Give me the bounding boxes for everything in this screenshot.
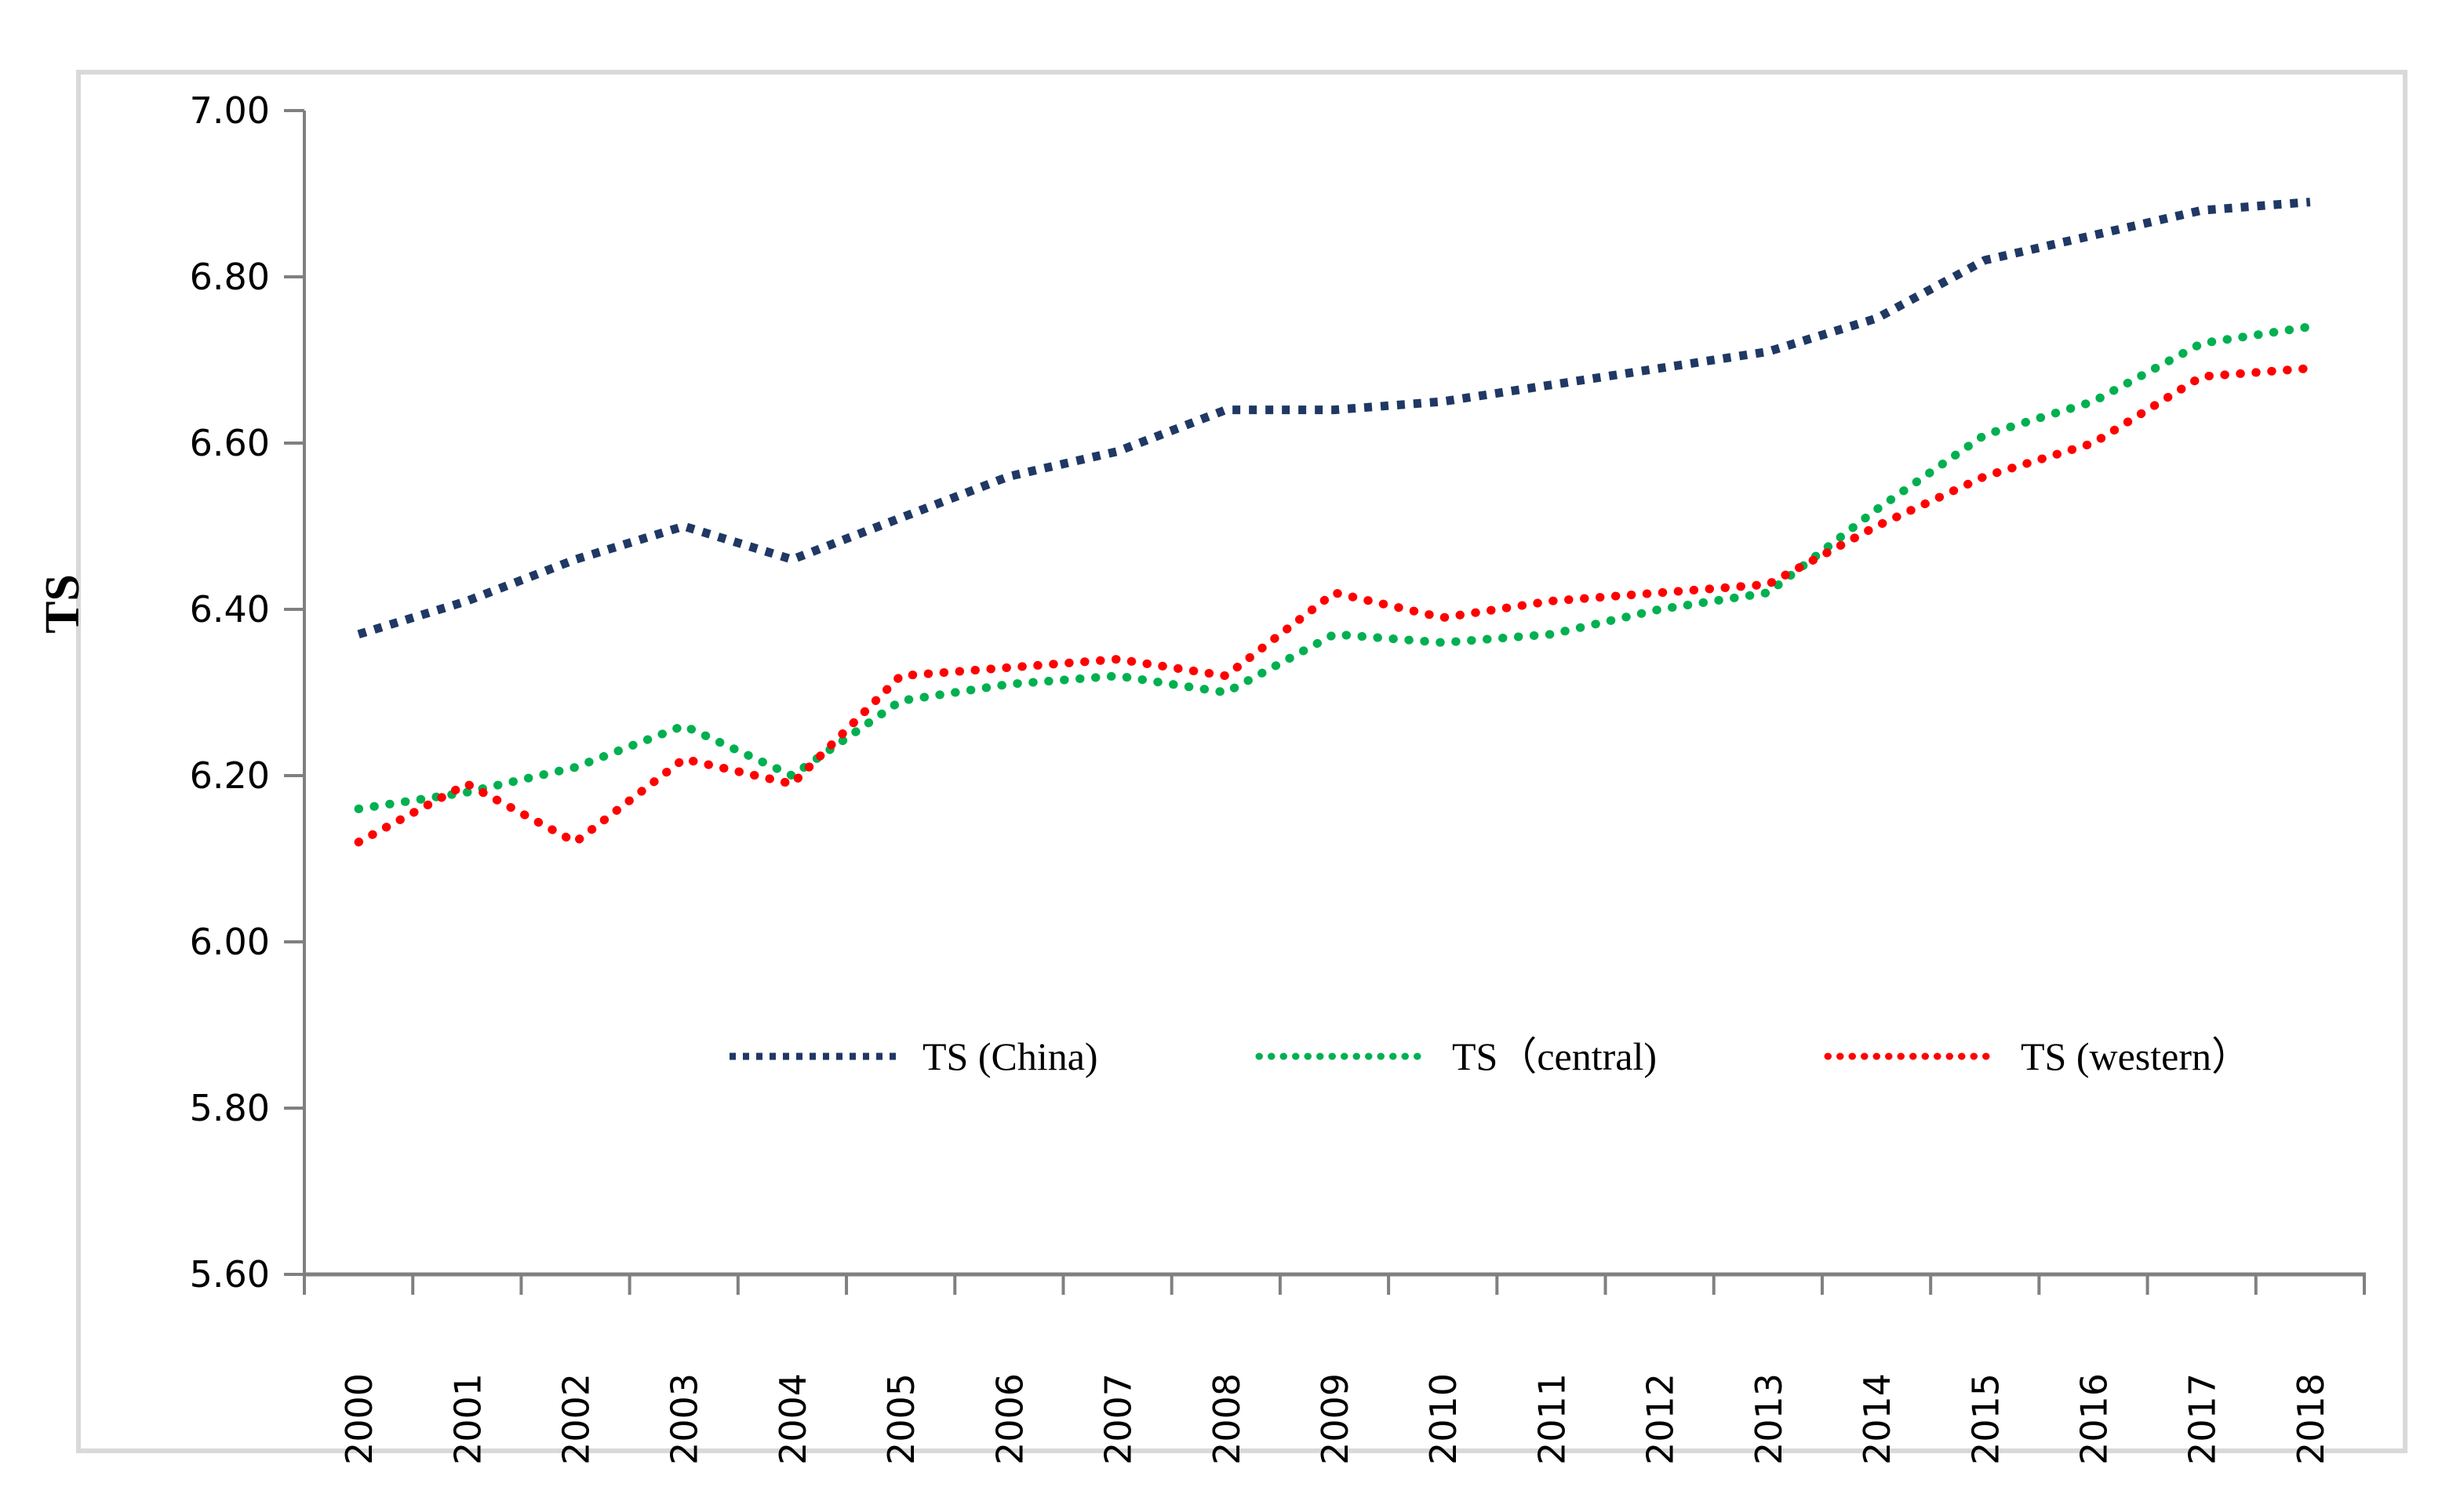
legend-label-1: TS (China) [923,1034,1098,1078]
y-tick-label: 6.00 [190,921,270,963]
y-tick-label: 5.60 [190,1253,270,1296]
series-line-ts-central- [354,322,2315,813]
series-lines [354,198,2315,848]
y-tick-label: 5.80 [190,1087,270,1129]
x-axis-ticks [303,1274,2366,1295]
x-tick-label: 2009 [1314,1373,1356,1465]
legend-label-3: TS (western） [2021,1034,2251,1078]
x-tick-label: 2008 [1206,1373,1248,1465]
y-tick-label: 6.20 [190,754,270,797]
x-tick-label: 2013 [1748,1373,1790,1465]
x-tick-label: 2003 [664,1373,706,1465]
y-tick-label: 7.00 [190,89,270,132]
x-tick-label: 2014 [1856,1373,1898,1465]
x-tick-label: 2015 [1964,1373,2007,1465]
y-axis-tick-labels: 5.60 5.80 6.00 6.20 6.40 6.60 6.80 7.00 [190,89,270,1296]
series-line-ts-western- [354,364,2315,848]
y-tick-label: 6.80 [190,256,270,298]
y-tick-label: 6.60 [190,422,270,464]
x-tick-label: 2011 [1530,1373,1573,1465]
x-tick-label: 2001 [446,1373,489,1465]
legend-label-2: TS（central) [1452,1034,1657,1078]
x-tick-label: 2017 [2182,1373,2224,1465]
chart-frame [76,70,2407,1453]
y-axis-ticks [284,109,304,1276]
y-axis-title: TS [36,574,89,634]
x-axis-tick-labels: 2000 2001 2002 2003 2004 2005 2006 2007 2008 2009… [338,1373,2332,1465]
x-tick-label: 2006 [988,1373,1031,1465]
x-tick-label: 2005 [880,1373,923,1465]
x-tick-label: 2012 [1639,1373,1682,1465]
x-tick-label: 2018 [2290,1373,2332,1465]
x-tick-label: 2007 [1097,1373,1140,1465]
legend: TS (China) TS（central) TS (western） [730,1034,2251,1078]
series-line-ts-china- [357,198,2311,639]
x-tick-label: 2000 [338,1373,380,1465]
x-tick-label: 2004 [772,1373,814,1465]
y-tick-label: 6.40 [190,588,270,631]
x-tick-label: 2016 [2072,1373,2115,1465]
x-tick-label: 2010 [1422,1373,1465,1465]
x-tick-label: 2002 [555,1373,598,1465]
